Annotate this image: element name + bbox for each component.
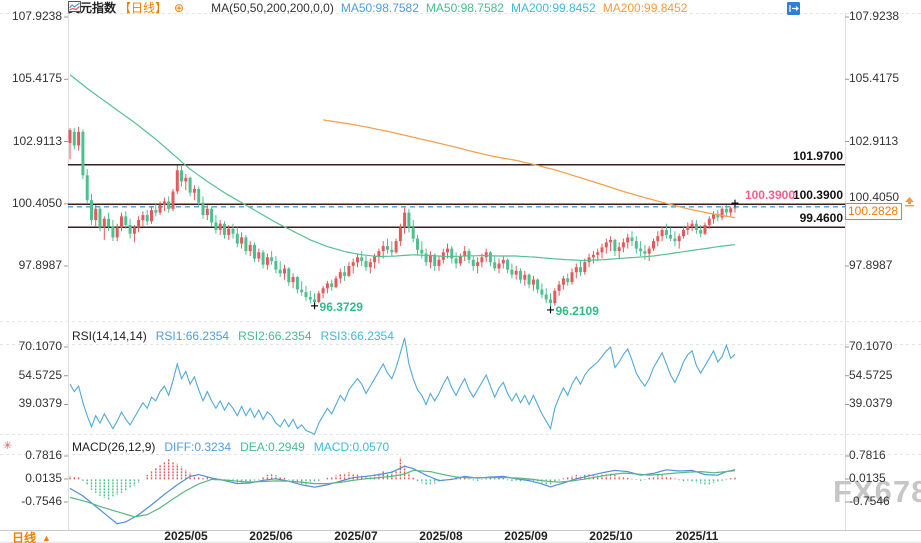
price-axis-tick-right: 100.4050 xyxy=(849,189,900,204)
date-axis-label: 2025/09 xyxy=(504,529,548,543)
price-axis-tick-left: 102.9113 xyxy=(12,133,62,148)
macd-axis-tick-left: 0.0135 xyxy=(25,471,62,485)
rsi-settings-label[interactable]: RSI(14,14,14) xyxy=(72,329,147,343)
resistance-price-label: 100.3900 xyxy=(744,188,795,203)
date-axis-label: 2025/07 xyxy=(334,529,378,543)
price-axis-tick-left: 97.8987 xyxy=(18,258,62,272)
ma-settings-label[interactable]: MA(50,50,200,200,0,0) xyxy=(211,0,334,15)
rsi-header: RSI(14,14,14) RSI1:66.2354 RSI2:66.2354 … xyxy=(72,329,394,343)
rsi3-value: RSI3:66.2354 xyxy=(320,329,394,343)
rsi-axis-tick-left: 39.0379 xyxy=(18,396,62,411)
price-axis-tick-right: 105.4175 xyxy=(849,71,900,86)
date-axis-label: 2025/08 xyxy=(419,529,463,543)
period-label[interactable]: 【日线】 xyxy=(119,1,168,15)
ma50-value-1: MA50:98.7582 xyxy=(340,0,419,15)
price-axis-tick-left: 100.4050 xyxy=(11,195,62,210)
rsi-axis-tick-right: 54.5725 xyxy=(849,367,893,382)
scale-axis-filled-icon[interactable] xyxy=(787,2,834,15)
price-axis-tick-left: 105.4175 xyxy=(11,71,62,86)
macd-value: MACD:0.0570 xyxy=(313,440,390,454)
ma50-value-2: MA50:98.7582 xyxy=(425,0,504,15)
chart-type-icon[interactable] xyxy=(68,1,204,13)
date-axis-label: 2025/05 xyxy=(164,529,208,543)
timeframe-label: 日线 xyxy=(12,531,37,543)
price-axis-tick-right: 97.8987 xyxy=(849,258,893,272)
chart-toolbar xyxy=(787,2,851,15)
macd-header: MACD(26,12,9) DIFF:0.3234 DEA:0.2949 MAC… xyxy=(72,440,389,454)
rsi2-value: RSI2:66.2354 xyxy=(238,329,312,343)
macd-settings-label[interactable]: MACD(26,12,9) xyxy=(72,440,156,454)
rsi-axis-tick-right: 70.1070 xyxy=(849,339,893,353)
rsi-axis-tick-left: 54.5725 xyxy=(18,367,62,382)
swing-low-label: 96.2109 xyxy=(555,303,599,318)
watermark: FX678 xyxy=(833,474,921,509)
rsi-axis-tick-left: 70.1070 xyxy=(18,339,62,353)
timeframe-tab[interactable]: 日线 ▲ xyxy=(12,529,51,543)
macd-settings-icon[interactable]: ✳ xyxy=(3,440,13,452)
macd-axis-tick-right: -0.7546 xyxy=(849,493,890,508)
level-price-label: 101.9700 xyxy=(792,148,843,163)
exit-fullscreen-icon[interactable] xyxy=(787,2,851,15)
date-axis-label: 2025/10 xyxy=(589,529,633,543)
add-indicator-icon[interactable]: ⊕ xyxy=(174,0,185,15)
diff-value: DIFF:0.3234 xyxy=(164,440,232,454)
price-axis-tick-left: 107.9238 xyxy=(11,9,62,23)
rsi-axis-tick-right: 39.0379 xyxy=(849,396,893,411)
current-price-box: 100.2828 xyxy=(845,202,903,220)
macd-axis-tick-right: 0.7816 xyxy=(849,448,886,462)
price-axis-tick-right: 107.9238 xyxy=(849,9,900,23)
date-axis-label: 2025/11 xyxy=(675,529,719,543)
price-axis-tick-right: 102.9113 xyxy=(849,133,899,148)
scale-axis-icon[interactable] xyxy=(787,2,817,15)
dea-value: DEA:0.2949 xyxy=(240,440,305,454)
date-axis-label: 2025/06 xyxy=(249,529,293,543)
macd-axis-tick-right: 0.0135 xyxy=(849,471,886,485)
ma200-value-1: MA200:99.8452 xyxy=(510,0,596,15)
main-header: 美元指数 【日线】 ⊕ MA(50,50,200,200,0,0) MA50:9… xyxy=(68,0,688,15)
level-price-label: 99.4600 xyxy=(799,211,843,226)
timeframe-triangle-icon: ▲ xyxy=(42,532,51,543)
level-price-label: 100.3900 xyxy=(792,188,843,203)
macd-axis-tick-left: -0.7546 xyxy=(21,493,62,508)
swing-low-label: 96.3729 xyxy=(319,299,363,314)
ma200-value-2: MA200:99.8452 xyxy=(602,0,688,15)
macd-axis-tick-left: 0.7816 xyxy=(25,448,62,462)
rsi1-value: RSI1:66.2354 xyxy=(155,329,230,343)
